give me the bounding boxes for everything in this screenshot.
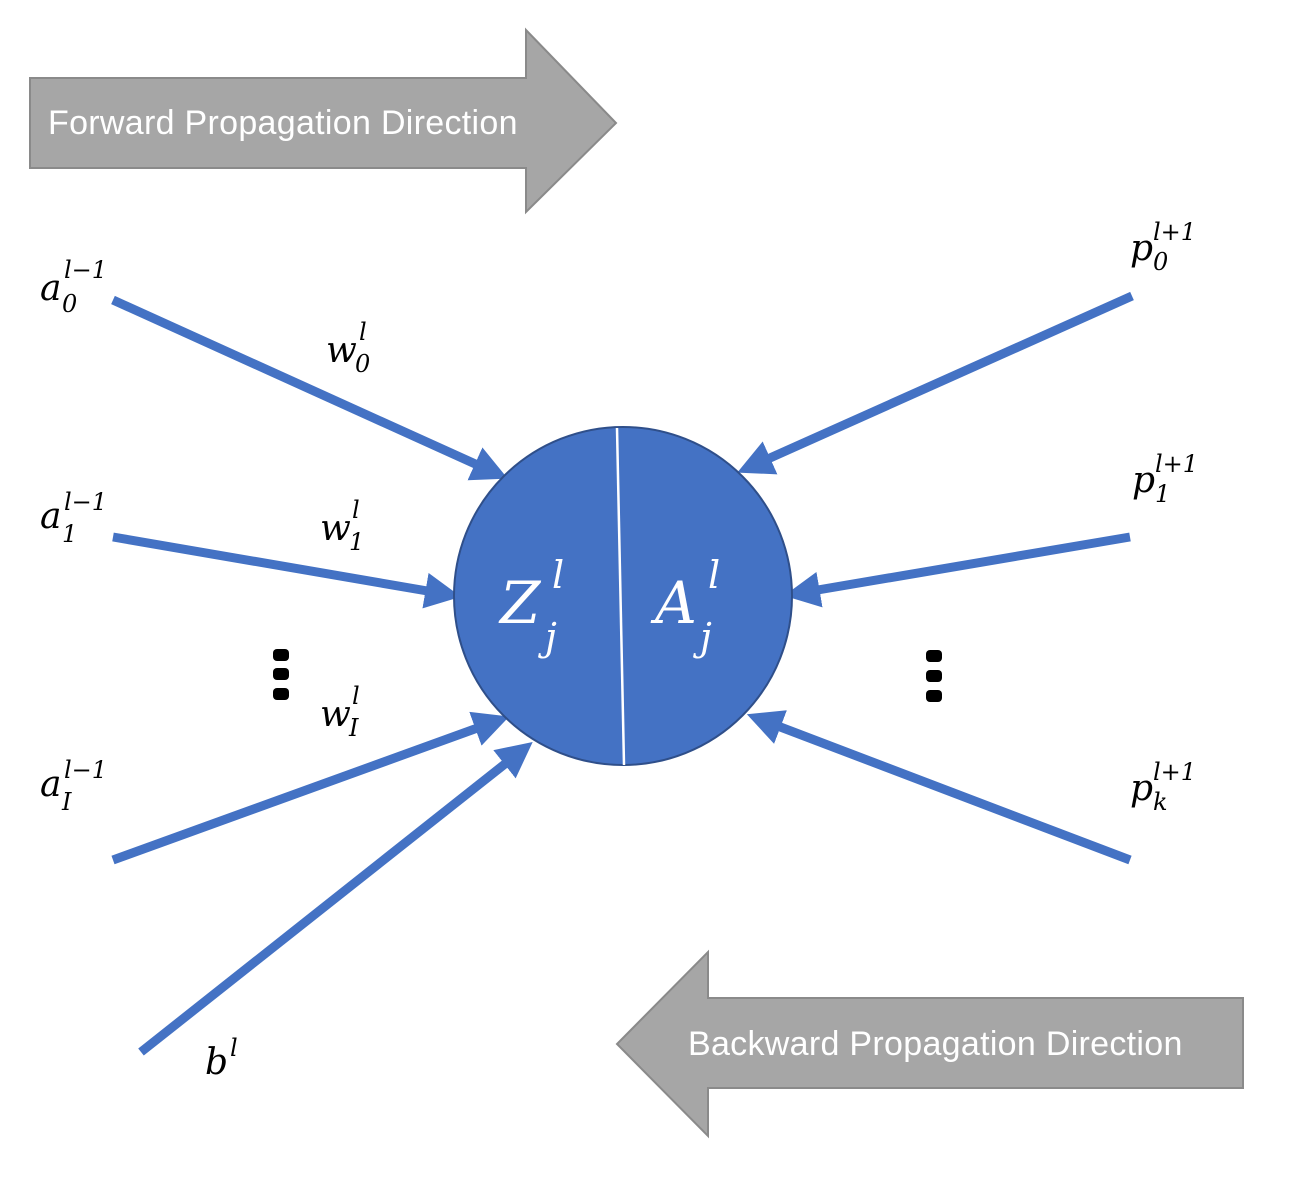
output-edges [737,291,1134,865]
backward-propagation-label: Backward Propagation Direction [688,1025,1183,1063]
edge-output-0 [737,291,1134,475]
output-labels: pl+1 0 pl+1 1 pl+1 k [1130,218,1198,816]
forward-propagation-label: Forward Propagation Direction [48,104,518,142]
weight-labels: wl 0 wl 1 wl I [320,318,370,742]
input-label-1: a l−1 1 [40,488,107,548]
edge-output-1 [784,532,1131,608]
neuron-divider [615,427,626,766]
edge-input-0 [111,295,508,481]
svg-text:bl: bl [205,1034,238,1083]
left-ellipsis-icon [273,649,289,700]
weight-label-0: wl 0 [326,318,370,378]
forward-propagation-arrow: Forward Propagation Direction [29,27,618,215]
weight-label-I: wl I [320,682,360,742]
output-label-k: pl+1 k [1130,758,1196,816]
edge-input-I [111,711,510,865]
edge-bias [138,741,533,1056]
right-ellipsis-icon [926,650,942,702]
input-label-0: a l−1 0 [40,256,107,318]
input-labels: a l−1 0 a l−1 1 a l−1 I [40,256,107,816]
output-label-1: pl+1 1 [1132,450,1198,508]
weight-label-1: wl 1 [320,496,364,556]
output-label-0: pl+1 0 [1130,218,1196,276]
edge-output-k [746,710,1132,865]
input-label-I: a l−1 I [40,756,107,816]
bias-label: bl [205,1034,238,1083]
backward-propagation-arrow: Backward Propagation Direction [615,949,1244,1139]
edge-input-1 [112,532,461,609]
input-edges [111,295,533,1056]
